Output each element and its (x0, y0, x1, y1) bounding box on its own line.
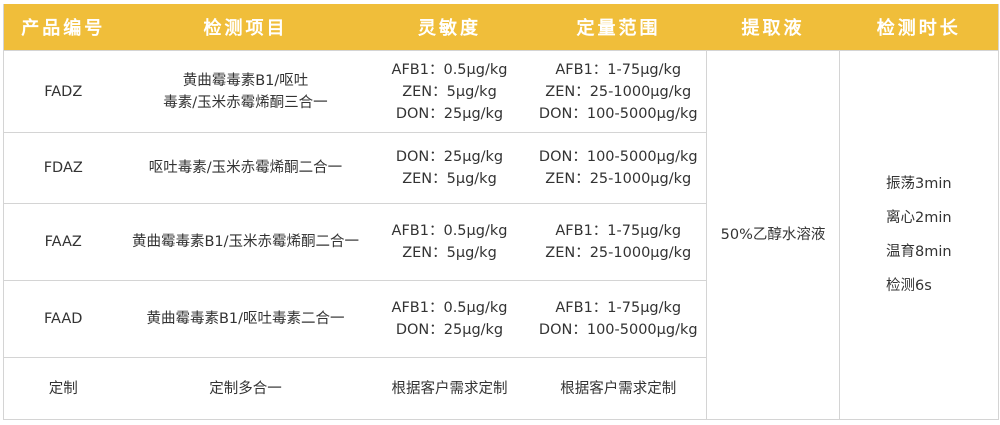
header-sensitivity: 灵敏度 (368, 4, 531, 51)
test-item: 呕吐毒素/玉米赤霉烯酮二合一 (122, 132, 369, 204)
product-code: 定制 (3, 357, 123, 420)
table-row: FAAZ 黄曲霉毒素B1/玉米赤霉烯酮二合一 AFB1：0.5μg/kg ZEN：5μ… (3, 203, 999, 281)
test-duration: 振荡3min 离心2min 温育8min 检测6s (839, 50, 999, 420)
test-item: 黄曲霉毒素B1/呕吐毒素/玉米赤霉烯酮三合一 (122, 50, 369, 133)
sensitivity-line: DON：25μg/kg (395, 105, 504, 122)
test-item-line: 毒素/玉米赤霉烯酮三合一 (163, 94, 328, 111)
quant-range-line: AFB1：1-75μg/kg (555, 300, 682, 316)
duration-step: 温育8min (886, 244, 952, 260)
extraction-solution: 50%乙醇水溶液 (706, 50, 840, 420)
sensitivity-line: ZEN：5μg/kg (402, 83, 497, 100)
test-item: 定制多合一 (122, 357, 369, 420)
test-item-line: 呕吐毒素/玉米赤霉烯酮二合一 (148, 160, 343, 176)
test-item: 黄曲霉毒素B1/玉米赤霉烯酮二合一 (122, 203, 369, 281)
test-item-line: 黄曲霉毒素B1/玉米赤霉烯酮二合一 (131, 234, 360, 250)
quant-range-line: DON：100-5000μg/kg (538, 322, 698, 338)
sensitivity-line: ZEN：5μg/kg (402, 171, 497, 187)
table-row: FAAD 黄曲霉毒素B1/呕吐毒素二合一 AFB1：0.5μg/kg DON：25μg… (3, 280, 999, 358)
quant-range: 根据客户需求定制 (530, 357, 707, 420)
sensitivity: AFB1：0.5μg/kg ZEN：5μg/kg DON：25μg/kg (368, 50, 531, 133)
sensitivity-line: DON：25μg/kg (395, 322, 504, 338)
sensitivity-line: ZEN：5μg/kg (402, 245, 497, 261)
product-code: FAAZ (3, 203, 123, 281)
product-code: FAAD (3, 280, 123, 358)
duration-step: 离心2min (886, 210, 952, 226)
quant-range: DON：100-5000μg/kg ZEN：25-1000μg/kg (530, 132, 707, 204)
product-table: 产品编号 检测项目 灵敏度 定量范围 提取液 检测时长 FADZ 黄曲霉毒素B1/… (3, 4, 999, 420)
test-item: 黄曲霉毒素B1/呕吐毒素二合一 (122, 280, 369, 358)
header-duration: 检测时长 (839, 4, 999, 51)
sensitivity-line: AFB1：0.5μg/kg (391, 223, 508, 239)
table-row: 定制 定制多合一 根据客户需求定制 根据客户需求定制 (3, 357, 999, 420)
quant-range-line: DON：100-5000μg/kg (538, 149, 698, 165)
quant-range: AFB1：1-75μg/kg ZEN：25-1000μg/kg (530, 203, 707, 281)
product-code: FDAZ (3, 132, 123, 204)
quant-range: AFB1：1-75μg/kg ZEN：25-1000μg/kg DON：100-50… (530, 50, 707, 133)
quant-range-line: ZEN：25-1000μg/kg (545, 83, 692, 100)
quant-range-line: ZEN：25-1000μg/kg (545, 245, 692, 261)
header-range: 定量范围 (530, 4, 707, 51)
header-extraction: 提取液 (706, 4, 840, 51)
duration-step: 检测6s (886, 278, 932, 294)
quant-range: AFB1：1-75μg/kg DON：100-5000μg/kg (530, 280, 707, 358)
quant-range-line: ZEN：25-1000μg/kg (545, 171, 692, 187)
product-code: FADZ (3, 50, 123, 133)
quant-range-line: AFB1：1-75μg/kg (555, 223, 682, 239)
header-row: 产品编号 检测项目 灵敏度 定量范围 提取液 检测时长 (3, 4, 999, 51)
quant-range-line: DON：100-5000μg/kg (538, 105, 698, 122)
sensitivity: 根据客户需求定制 (368, 357, 531, 420)
sensitivity: DON：25μg/kg ZEN：5μg/kg (368, 132, 531, 204)
quant-range-line: 根据客户需求定制 (560, 380, 677, 397)
header-code: 产品编号 (3, 4, 123, 51)
table-row: FADZ 黄曲霉毒素B1/呕吐 毒素/玉米赤霉烯酮三合一 AFB1：0.5μg/kg Z… (3, 50, 999, 420)
test-item-line: 黄曲霉毒素B1/呕吐毒素二合一 (146, 311, 345, 327)
test-item-line: 黄曲霉毒素B1/呕吐 (182, 72, 309, 89)
test-item-line: 定制多合一 (209, 380, 282, 397)
duration-step: 振荡3min (886, 176, 952, 192)
sensitivity-line: AFB1：0.5μg/kg (391, 300, 508, 316)
sensitivity-line: DON：25μg/kg (395, 149, 504, 165)
sensitivity: AFB1：0.5μg/kg ZEN：5μg/kg (368, 203, 531, 281)
sensitivity-line: 根据客户需求定制 (391, 380, 508, 397)
header-item: 检测项目 (122, 4, 369, 51)
quant-range-line: AFB1：1-75μg/kg (555, 61, 682, 78)
sensitivity: AFB1：0.5μg/kg DON：25μg/kg (368, 280, 531, 358)
sensitivity-line: AFB1：0.5μg/kg (391, 61, 508, 78)
